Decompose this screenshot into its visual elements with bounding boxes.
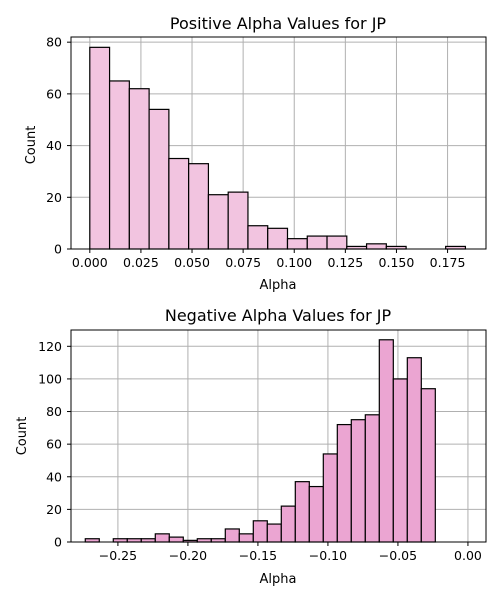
histogram-bar [286, 238, 308, 250]
x-tick-label: 0.125 [327, 255, 363, 270]
histogram-bars [84, 339, 436, 543]
histogram-bar [247, 225, 269, 250]
x-axis-label: Alpha [260, 278, 297, 293]
histogram-bar [238, 533, 254, 543]
x-tick-label: 0.075 [225, 255, 261, 270]
histogram-bar [267, 227, 289, 250]
histogram-bar [89, 46, 111, 250]
histogram-bars [89, 46, 467, 250]
histogram-bar [326, 235, 348, 250]
histogram-bar [365, 243, 387, 250]
y-tick-label: 20 [46, 190, 62, 205]
y-axis-label: Count [15, 417, 30, 456]
y-tick-label: 0 [54, 535, 62, 550]
histogram-bar [168, 536, 184, 543]
histogram-bar [392, 378, 408, 543]
x-tick-label: 0.100 [276, 255, 312, 270]
y-tick-label: 80 [46, 35, 62, 50]
x-tick-label: 0.150 [379, 255, 415, 270]
x-axis-label: Alpha [260, 572, 297, 587]
x-tick-label: 0.050 [174, 255, 210, 270]
histogram-bar [148, 108, 170, 250]
histogram-bar [308, 485, 324, 543]
histogram-bar [406, 357, 422, 543]
x-tick-label: −0.05 [379, 548, 417, 563]
histogram-bar [350, 419, 366, 543]
y-tick-label: 40 [46, 469, 62, 484]
histogram-bar [168, 157, 190, 250]
histogram-bar [336, 423, 352, 543]
y-tick-label: 80 [46, 404, 62, 419]
histogram-bar [364, 414, 380, 543]
histogram-bar [266, 523, 282, 543]
x-tick-label: 0.175 [430, 255, 466, 270]
histogram-bar [420, 388, 436, 543]
x-tick-label: −0.10 [309, 548, 347, 563]
histogram-bar [128, 88, 150, 250]
histogram-bar [252, 520, 268, 543]
histogram-bar [207, 194, 229, 250]
axes-frame [70, 329, 487, 543]
x-tick-label: 0.000 [72, 255, 108, 270]
chart-title: Positive Alpha Values for JP [170, 14, 387, 33]
y-tick-label: 120 [38, 339, 62, 354]
y-tick-label: 0 [54, 242, 62, 257]
y-tick-label: 60 [46, 437, 62, 452]
y-tick-label: 60 [46, 86, 62, 101]
y-tick-label: 20 [46, 502, 62, 517]
x-tick-label: −0.25 [99, 548, 137, 563]
x-tick-label: −0.15 [239, 548, 277, 563]
y-tick-label: 40 [46, 138, 62, 153]
x-tick-label: −0.20 [169, 548, 207, 563]
histogram-bar [280, 505, 296, 543]
positive-alpha-histogram: Positive Alpha Values for JP Alpha Count… [24, 14, 487, 293]
histogram-bar [224, 528, 240, 543]
x-tick-label: 0.00 [454, 548, 482, 563]
histogram-bar [378, 339, 394, 543]
y-tick-label: 100 [38, 371, 62, 386]
axes-frame [70, 36, 487, 250]
chart-title: Negative Alpha Values for JP [165, 306, 392, 325]
histogram-bar [322, 453, 338, 543]
histogram-bar [188, 163, 210, 250]
histogram-bar [294, 481, 310, 543]
histogram-bar [227, 191, 249, 250]
y-axis-label: Count [24, 126, 39, 165]
histogram-bar [306, 235, 328, 250]
histogram-bar [154, 533, 170, 543]
x-tick-label: 0.025 [123, 255, 159, 270]
negative-alpha-histogram: Negative Alpha Values for JP Alpha Count… [15, 306, 487, 587]
histogram-bar [108, 80, 130, 250]
